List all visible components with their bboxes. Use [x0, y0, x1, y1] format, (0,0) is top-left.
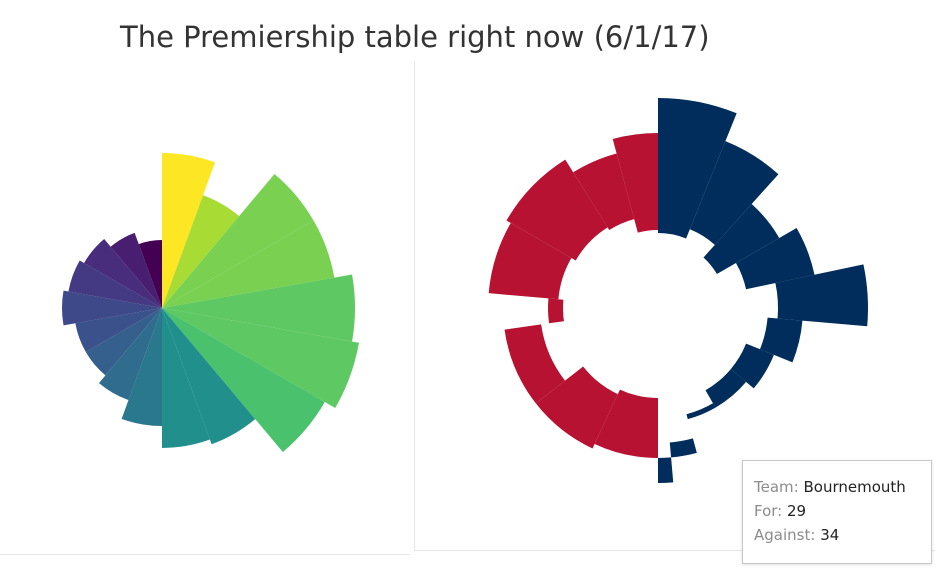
tooltip-team-row: Team: Bournemouth — [754, 475, 931, 499]
points-rose-wedge[interactable] — [162, 308, 210, 448]
goals-against-sector[interactable] — [504, 324, 566, 404]
tooltip-against-row: Against: 34 — [754, 523, 931, 547]
goals-for-sector[interactable] — [735, 228, 815, 290]
goals-against-sector[interactable] — [548, 298, 564, 324]
goals-rose-chart[interactable] — [415, 62, 935, 550]
goals-against-sector[interactable] — [506, 159, 608, 261]
points-rose-wedge[interactable] — [110, 232, 162, 308]
goals-for-sector[interactable] — [705, 369, 747, 408]
goals-against-sector[interactable] — [612, 133, 658, 233]
goals-for-sector[interactable] — [686, 403, 716, 420]
points-rose-wedge[interactable] — [162, 220, 335, 309]
goals-for-sector[interactable] — [703, 203, 780, 274]
tooltip: Team: Bournemouth For: 29 Against: 34 — [742, 460, 932, 564]
tooltip-team-key: Team: — [754, 478, 799, 496]
points-rose-wedge[interactable] — [162, 308, 359, 408]
goals-for-sector[interactable] — [689, 141, 779, 245]
goals-for-sector[interactable] — [759, 317, 803, 363]
tooltip-against-value: 34 — [820, 526, 840, 544]
goals-for-sector[interactable] — [669, 438, 697, 458]
points-rose-wedge[interactable] — [162, 173, 314, 308]
points-rose-wedge[interactable] — [99, 308, 162, 401]
points-rose-wedge[interactable] — [162, 153, 216, 308]
goals-for-sector[interactable] — [658, 98, 737, 239]
goals-for-sector[interactable] — [730, 343, 774, 389]
goals-for-sector[interactable] — [775, 264, 869, 327]
points-rose-wedge[interactable] — [162, 308, 256, 445]
tooltip-against-key: Against: — [754, 526, 816, 544]
points-rose-wedge[interactable] — [62, 290, 163, 326]
points-rose-chart[interactable] — [0, 62, 410, 554]
goals-for-sector[interactable] — [658, 457, 674, 483]
goals-against-sector[interactable] — [594, 389, 658, 459]
points-rose-wedge[interactable] — [121, 308, 162, 426]
points-rose-wedge[interactable] — [85, 308, 162, 376]
points-rose-pane — [0, 62, 410, 555]
tooltip-team-value: Bournemouth — [803, 478, 906, 496]
points-rose-wedge[interactable] — [68, 260, 162, 309]
points-rose-wedge[interactable] — [162, 195, 240, 308]
tooltip-for-row: For: 29 — [754, 499, 931, 523]
points-rose-wedge[interactable] — [75, 308, 162, 352]
goals-against-sector[interactable] — [535, 366, 618, 449]
points-rose-wedge[interactable] — [162, 308, 325, 453]
goals-against-sector[interactable] — [573, 153, 635, 230]
points-rose-wedge[interactable] — [84, 239, 162, 308]
goals-against-sector[interactable] — [488, 223, 572, 300]
page-title: The Premiership table right now (6/1/17) — [120, 20, 710, 54]
points-rose-wedge[interactable] — [162, 274, 356, 342]
tooltip-for-key: For: — [754, 502, 783, 520]
tooltip-for-value: 29 — [787, 502, 807, 520]
goals-rose-pane — [414, 62, 935, 551]
points-rose-wedge[interactable] — [138, 240, 162, 308]
